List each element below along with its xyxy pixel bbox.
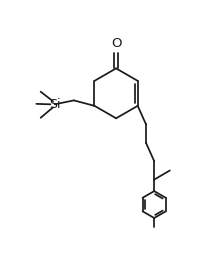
Text: O: O — [111, 37, 121, 50]
Text: Si: Si — [49, 98, 61, 111]
